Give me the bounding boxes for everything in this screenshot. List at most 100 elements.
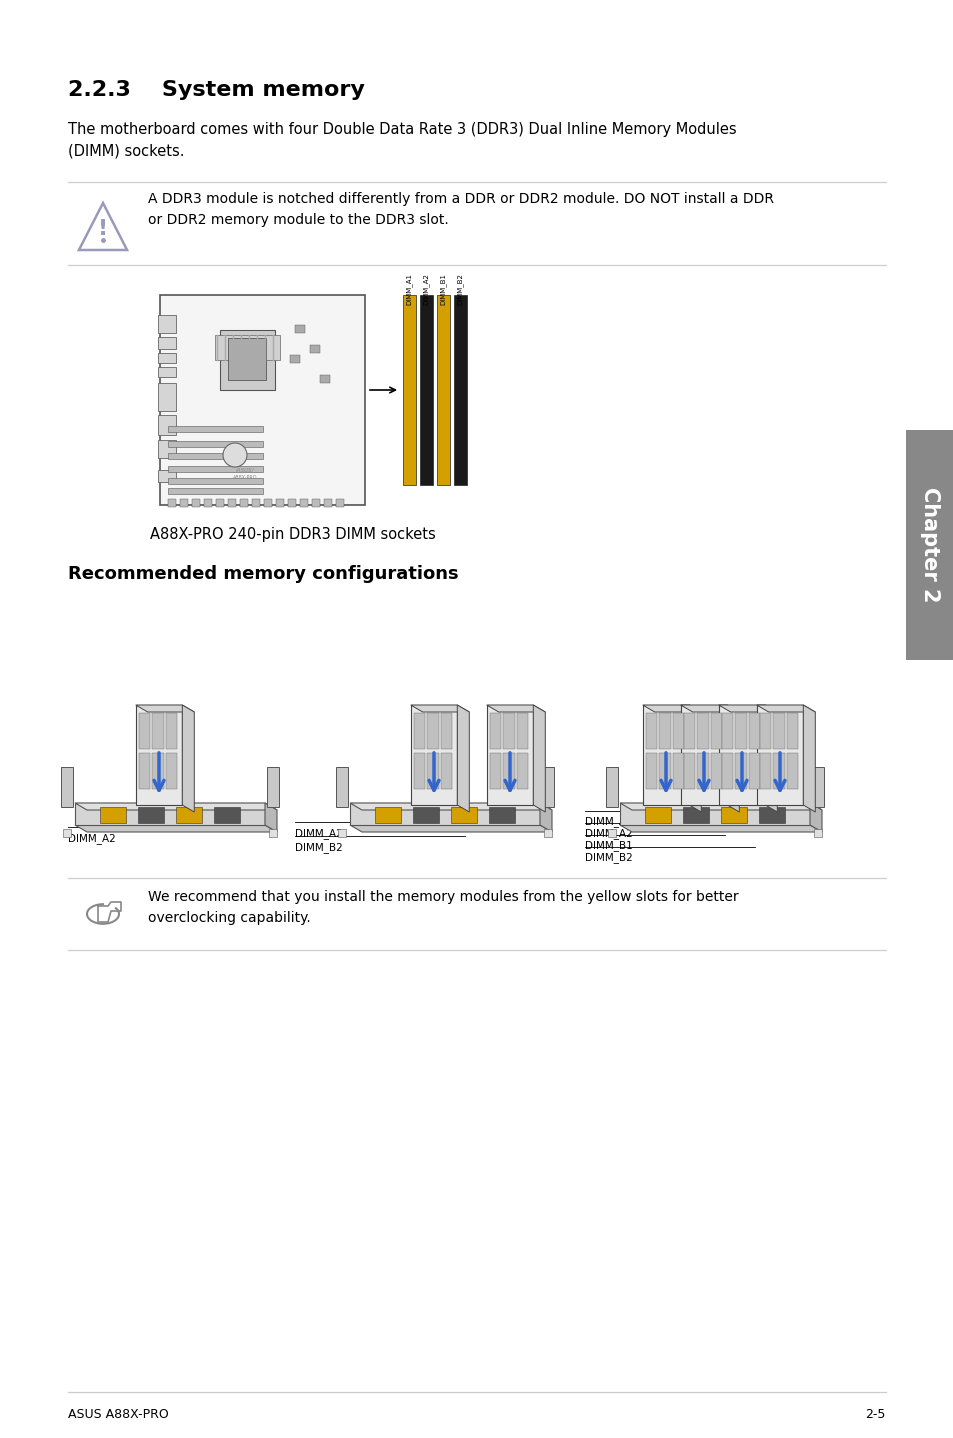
Polygon shape [411,705,469,712]
Polygon shape [748,754,760,789]
Polygon shape [489,713,500,749]
Polygon shape [764,705,777,812]
Polygon shape [213,807,240,823]
Polygon shape [152,754,164,789]
Text: DIMM_B2: DIMM_B2 [294,843,342,853]
Polygon shape [683,754,695,789]
Polygon shape [758,807,784,823]
Polygon shape [644,807,671,823]
Polygon shape [486,705,533,805]
Bar [541,766,554,807]
Bar [168,441,263,447]
Bar [267,766,278,807]
Polygon shape [759,713,770,749]
Bar [288,499,295,508]
Polygon shape [427,713,438,749]
Polygon shape [414,754,425,789]
Text: !: ! [98,219,108,239]
Polygon shape [502,713,515,749]
Text: DIMM_A1: DIMM_A1 [584,815,632,827]
Polygon shape [682,807,709,823]
Bar [158,336,175,349]
Bar [168,453,263,459]
Bar [228,338,266,380]
Text: Chapter 2: Chapter 2 [919,487,939,603]
Polygon shape [486,705,545,712]
Circle shape [223,443,247,467]
Polygon shape [533,705,545,812]
Polygon shape [166,713,177,749]
Bar [310,345,319,352]
Bar [605,766,618,807]
Text: A DDR3 module is notched differently from a DDR or DDR2 module. DO NOT install a: A DDR3 module is notched differently fro… [148,193,773,227]
Polygon shape [718,705,764,805]
Bar [168,426,263,431]
Polygon shape [414,713,425,749]
Bar [419,295,433,485]
Polygon shape [720,807,746,823]
Bar [168,477,263,485]
Text: 2.2.3    System memory: 2.2.3 System memory [68,81,364,101]
Bar [168,487,263,495]
Bar [264,499,272,508]
Polygon shape [182,705,194,812]
Bar [269,828,276,837]
Text: We recommend that you install the memory modules from the yellow slots for bette: We recommend that you install the memory… [148,890,738,925]
Polygon shape [720,713,733,749]
Bar [335,499,344,508]
Polygon shape [138,754,150,789]
Bar [454,295,467,485]
Polygon shape [75,802,276,810]
Polygon shape [135,705,194,712]
Polygon shape [683,713,695,749]
Bar [607,828,616,837]
Bar [299,499,308,508]
Polygon shape [756,705,815,712]
Polygon shape [645,713,657,749]
Polygon shape [137,807,164,823]
Polygon shape [350,802,552,810]
Polygon shape [175,807,202,823]
Polygon shape [720,754,733,789]
Bar [252,499,260,508]
Polygon shape [75,802,265,825]
Bar [290,355,299,362]
Bar [220,329,274,390]
Text: /ASUS/: /ASUS/ [235,467,254,473]
Bar [312,499,319,508]
Text: A88X-PRO 240-pin DDR3 DIMM sockets: A88X-PRO 240-pin DDR3 DIMM sockets [150,526,435,542]
Polygon shape [413,807,438,823]
Bar [158,440,175,457]
Polygon shape [735,754,746,789]
Text: DIMM_A2: DIMM_A2 [68,833,115,844]
Polygon shape [642,705,700,712]
Polygon shape [440,713,452,749]
Polygon shape [786,754,798,789]
Text: DIMM_B2: DIMM_B2 [456,273,463,305]
Polygon shape [100,807,126,823]
Text: DIMM_B2: DIMM_B2 [584,851,632,863]
Text: DIMM_A2: DIMM_A2 [423,273,430,305]
Text: DIMM_B1: DIMM_B1 [584,840,632,851]
Bar [168,466,263,472]
Bar [158,315,175,334]
Polygon shape [680,705,726,805]
Bar [158,470,175,482]
Bar [402,295,416,485]
Polygon shape [718,705,777,712]
Polygon shape [645,754,657,789]
Polygon shape [456,705,469,812]
Polygon shape [680,705,739,712]
Bar [240,499,248,508]
Polygon shape [710,713,721,749]
Polygon shape [710,754,721,789]
Bar [228,499,235,508]
Polygon shape [152,713,164,749]
Polygon shape [619,802,821,810]
Polygon shape [672,713,683,749]
Polygon shape [672,754,683,789]
Text: The motherboard comes with four Double Data Rate 3 (DDR3) Dual Inline Memory Mod: The motherboard comes with four Double D… [68,122,736,158]
Polygon shape [517,754,528,789]
Bar [905,430,953,660]
Bar [813,828,821,837]
